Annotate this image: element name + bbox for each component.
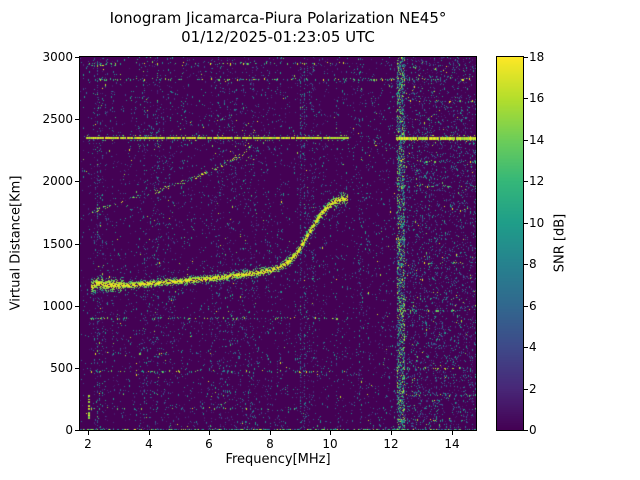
colorbar-tick-mark — [524, 389, 528, 390]
colorbar-tick-mark — [524, 306, 528, 307]
colorbar-tick-mark — [524, 181, 528, 182]
y-tick-mark — [75, 430, 79, 431]
colorbar-tick-label: 6 — [529, 299, 537, 313]
chart-title-line1: Ionogram Jicamarca-Piura Polarization NE… — [109, 9, 447, 27]
x-tick-label: 10 — [322, 437, 338, 451]
y-tick-label: 1500 — [42, 237, 73, 251]
colorbar-canvas — [497, 57, 523, 430]
chart-title-line2: 01/12/2025-01:23:05 UTC — [181, 28, 375, 46]
x-tick-mark — [88, 431, 89, 435]
x-tick-mark — [209, 431, 210, 435]
x-tick-label: 14 — [444, 437, 460, 451]
y-tick-label: 0 — [65, 423, 73, 437]
colorbar-tick-mark — [524, 57, 528, 58]
x-axis-label: Frequency[MHz] — [225, 452, 331, 467]
colorbar-tick-label: 12 — [529, 174, 545, 188]
colorbar-tick-mark — [524, 98, 528, 99]
x-tick-label: 2 — [84, 437, 92, 451]
y-tick-label: 500 — [50, 361, 73, 375]
x-tick-mark — [452, 431, 453, 435]
x-tick-label: 8 — [266, 437, 274, 451]
colorbar-tick-label: 10 — [529, 216, 545, 230]
heatmap-canvas — [80, 57, 476, 430]
x-tick-mark — [391, 431, 392, 435]
y-tick-label: 3000 — [42, 50, 73, 64]
colorbar-tick-label: 16 — [529, 91, 545, 105]
x-tick-label: 6 — [205, 437, 213, 451]
y-tick-label: 2000 — [42, 174, 73, 188]
colorbar-tick-mark — [524, 430, 528, 431]
colorbar-tick-label: 0 — [529, 423, 537, 437]
y-tick-label: 2500 — [42, 112, 73, 126]
colorbar-tick-label: 4 — [529, 340, 537, 354]
y-tick-mark — [75, 57, 79, 58]
colorbar-tick-label: 18 — [529, 50, 545, 64]
colorbar-tick-mark — [524, 264, 528, 265]
colorbar-tick-label: 14 — [529, 133, 545, 147]
colorbar-tick-mark — [524, 223, 528, 224]
x-tick-label: 12 — [383, 437, 399, 451]
y-tick-label: 1000 — [42, 299, 73, 313]
y-tick-mark — [75, 181, 79, 182]
colorbar-tick-label: 8 — [529, 257, 537, 271]
colorbar-tick-mark — [524, 140, 528, 141]
y-tick-mark — [75, 306, 79, 307]
y-tick-mark — [75, 244, 79, 245]
chart-title: Ionogram Jicamarca-Piura Polarization NE… — [80, 9, 476, 47]
y-tick-mark — [75, 119, 79, 120]
colorbar-tick-label: 2 — [529, 382, 537, 396]
colorbar-tick-mark — [524, 347, 528, 348]
x-tick-label: 4 — [145, 437, 153, 451]
x-tick-mark — [330, 431, 331, 435]
x-tick-mark — [149, 431, 150, 435]
x-tick-mark — [270, 431, 271, 435]
y-tick-mark — [75, 368, 79, 369]
